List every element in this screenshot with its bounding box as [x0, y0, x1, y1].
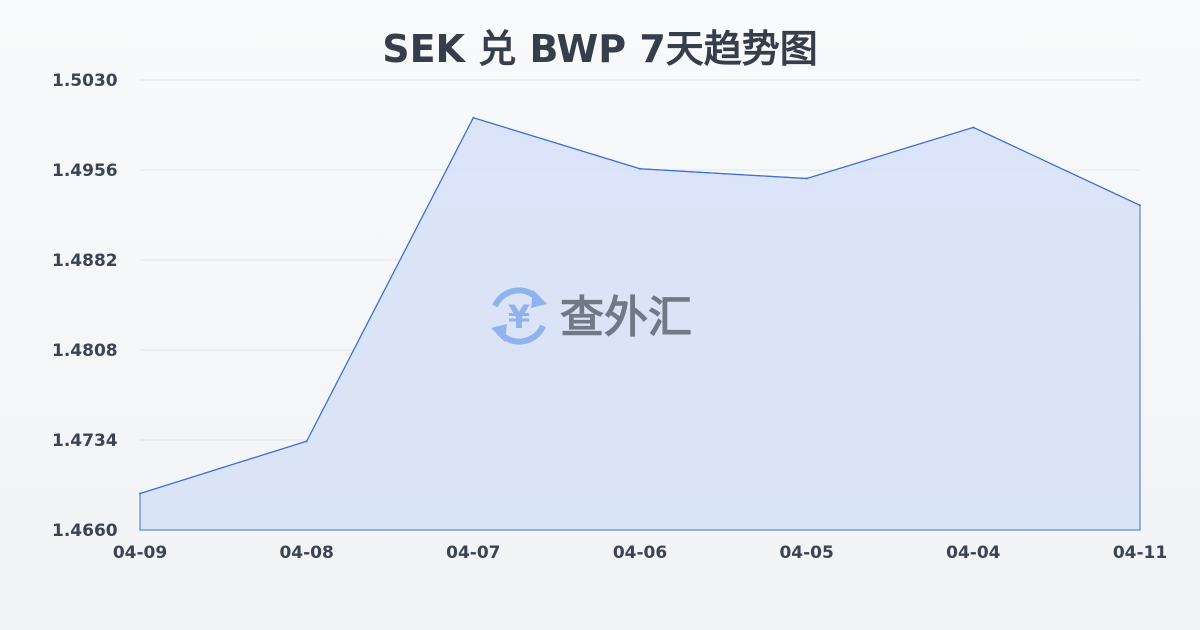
y-tick-label: 1.4734 [52, 431, 118, 451]
y-tick-label: 1.4808 [52, 341, 118, 361]
chart-title: SEK 兑 BWP 7天趋势图 [382, 27, 818, 71]
x-tick-label: 04-05 [779, 543, 833, 563]
x-tick-label: 04-09 [113, 543, 167, 563]
y-tick-label: 1.4956 [52, 161, 118, 181]
y-tick-label: 1.5030 [52, 71, 118, 91]
y-tick-label: 1.4660 [52, 521, 118, 541]
x-tick-label: 04-11 [1113, 543, 1167, 563]
watermark-text: 查外汇 [560, 292, 692, 343]
data-point [472, 116, 475, 119]
data-point [139, 492, 141, 495]
data-point [305, 440, 308, 443]
svg-text:¥: ¥ [508, 298, 530, 336]
data-point [1139, 204, 1141, 207]
watermark: ¥ 查外汇 [491, 287, 692, 345]
y-tick-label: 1.4882 [52, 251, 118, 271]
data-point [805, 177, 808, 180]
data-point [639, 167, 641, 170]
x-tick-label: 04-08 [279, 543, 333, 563]
x-tick-label: 04-06 [613, 543, 667, 563]
x-tick-label: 04-04 [946, 543, 1001, 563]
yen-exchange-icon: ¥ [491, 287, 547, 345]
x-tick-label: 04-07 [446, 543, 500, 563]
data-point [972, 126, 975, 129]
